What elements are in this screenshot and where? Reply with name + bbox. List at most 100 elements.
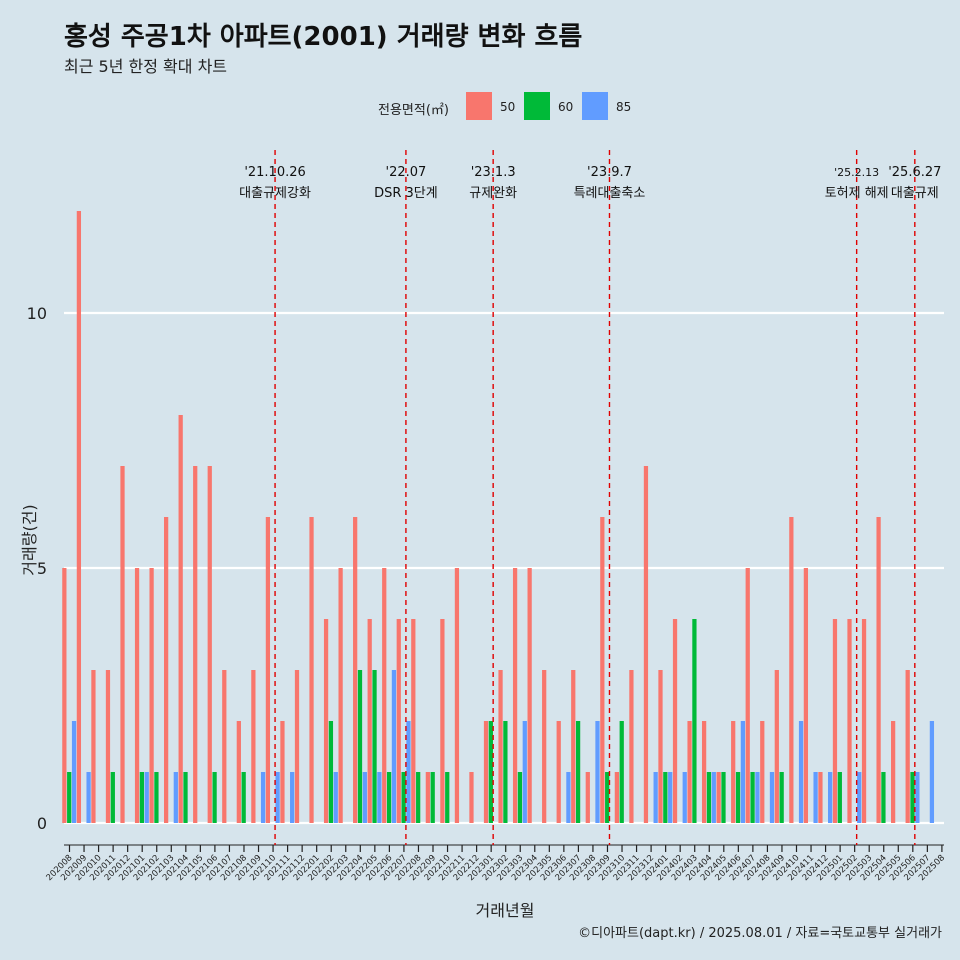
- bar-85-202506: [915, 772, 920, 823]
- bar-60-202207: [401, 772, 406, 823]
- bar-85-202404: [711, 772, 716, 823]
- bar-85-202410: [798, 721, 804, 823]
- y-tick-label: 10: [27, 304, 47, 323]
- event-text-label: 토허제 해제: [825, 186, 889, 201]
- bar-60-202011: [110, 772, 115, 823]
- event-text-label: 특례대출축소: [574, 186, 646, 201]
- legend-swatch-50: [466, 92, 492, 120]
- bar-50-202306: [556, 721, 561, 823]
- bar-60-202409: [779, 772, 784, 823]
- bar-50-202110: [265, 517, 271, 823]
- bar-50-202311: [629, 670, 634, 823]
- bar-60-202406: [735, 772, 741, 823]
- event-text-label: 대출규제: [891, 186, 939, 201]
- bar-85-202408: [769, 772, 775, 823]
- bar-85-202308: [595, 721, 600, 823]
- bar-50-202206: [382, 568, 387, 823]
- bar-85-202008: [71, 721, 77, 823]
- bar-85-202401: [668, 772, 673, 823]
- bar-85-202009: [86, 772, 91, 823]
- bar-85-202202: [333, 772, 338, 823]
- bar-60-202309: [605, 772, 610, 823]
- bar-50-202212: [469, 772, 474, 823]
- y-tick-label: 0: [37, 814, 47, 833]
- bar-50-202505: [891, 721, 896, 823]
- bar-50-202412: [818, 772, 823, 823]
- event-text-label: 대출규제강화: [239, 186, 311, 201]
- bar-50-202011: [105, 670, 111, 823]
- chart-subtitle: 최근 5년 한정 확대 차트: [64, 57, 228, 76]
- y-tick-label: 5: [37, 559, 47, 578]
- bar-50-202407: [745, 568, 750, 823]
- bar-50-202111: [280, 721, 285, 823]
- bar-60-202008: [67, 772, 72, 823]
- bar-60-202301: [488, 721, 493, 823]
- bar-50-202107: [222, 670, 227, 823]
- bar-50-202010: [91, 670, 96, 823]
- event-date-label: '23.1.3: [471, 165, 516, 180]
- bar-50-202105: [193, 466, 198, 823]
- bar-85-202502: [857, 772, 862, 823]
- bar-50-202204: [353, 517, 358, 823]
- bar-60-202204: [357, 670, 363, 823]
- bar-50-202408: [760, 721, 765, 823]
- legend-title: 전용면적(㎡): [378, 103, 449, 118]
- legend-label-60: 60: [558, 100, 574, 114]
- bar-50-202406: [731, 721, 736, 823]
- legend-label-85: 85: [616, 100, 632, 114]
- bar-50-202309: [600, 517, 605, 823]
- bar-85-202312: [653, 772, 658, 823]
- event-text-label: 규제완화: [469, 186, 517, 201]
- bar-60-202501: [837, 772, 842, 823]
- bar-50-202307: [571, 670, 576, 823]
- bar-50-202207: [396, 619, 401, 823]
- bar-85-202109: [260, 772, 266, 823]
- bar-60-202506: [910, 772, 915, 823]
- bar-50-202310: [614, 772, 619, 823]
- event-date-label: '21.10.26: [244, 165, 305, 180]
- bar-60-202401: [663, 772, 668, 823]
- bar-50-202301: [483, 721, 489, 823]
- bar-60-202403: [692, 619, 697, 823]
- bar-50-202205: [367, 619, 372, 823]
- bar-85-202406: [740, 721, 746, 823]
- bar-85-202101: [144, 772, 149, 823]
- bar-50-202303: [512, 568, 518, 823]
- bar-50-202201: [309, 517, 314, 823]
- bar-85-202110: [275, 772, 280, 823]
- bar-60-202210: [445, 772, 450, 823]
- bar-85-202207: [406, 721, 411, 823]
- bar-50-202103: [164, 517, 169, 823]
- bar-60-202310: [619, 721, 624, 823]
- event-date-label: '23.9.7: [587, 165, 632, 180]
- bar-50-202008: [62, 568, 67, 823]
- bar-50-202112: [294, 670, 300, 823]
- bar-50-202012: [120, 466, 125, 823]
- chart-title: 홍성 주공1차 아파트(2001) 거래량 변화 흐름: [64, 22, 583, 52]
- bar-50-202404: [701, 721, 707, 823]
- bar-85-202303: [522, 721, 527, 823]
- bar-60-202205: [372, 670, 377, 823]
- legend: 전용면적(㎡) 50 60 85: [0, 92, 960, 122]
- bar-60-202404: [706, 772, 712, 823]
- bar-50-202308: [585, 772, 590, 823]
- bar-50-202312: [643, 466, 649, 823]
- bar-60-202303: [517, 772, 523, 823]
- bar-60-202101: [139, 772, 145, 823]
- bar-50-202504: [876, 517, 881, 823]
- bar-50-202101: [134, 568, 140, 823]
- event-text-label: DSR 3단계: [374, 186, 438, 201]
- event-date-label: '25.6.27: [888, 165, 941, 180]
- bar-60-202405: [721, 772, 726, 823]
- bar-50-202109: [251, 670, 256, 823]
- x-axis-label: 거래년월: [475, 901, 535, 920]
- bar-60-202208: [416, 772, 421, 823]
- bar-85-202411: [813, 772, 818, 823]
- bar-50-202501: [832, 619, 838, 823]
- bar-50-202102: [149, 568, 154, 823]
- bar-60-202206: [386, 772, 392, 823]
- bar-50-202304: [527, 568, 532, 823]
- bar-50-202104: [178, 415, 183, 823]
- bar-50-202402: [672, 619, 678, 823]
- legend-swatch-60: [524, 92, 550, 120]
